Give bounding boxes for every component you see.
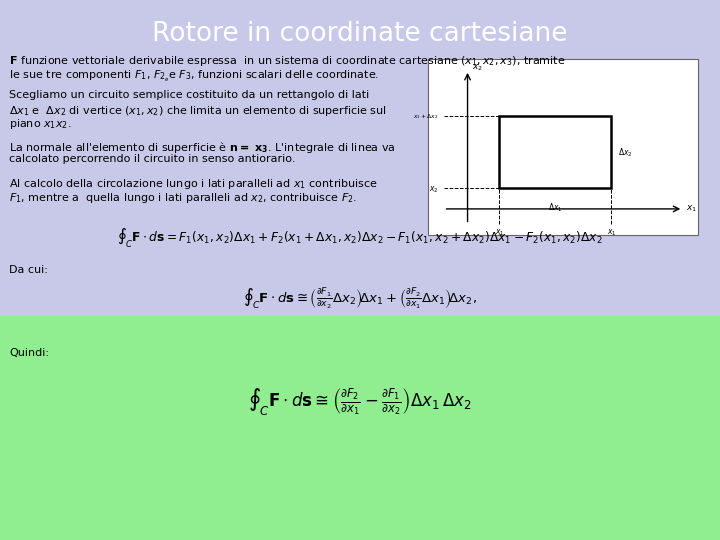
Text: $x_1$: $x_1$ [495,227,504,238]
Text: le sue tre componenti $F_1$, $F_{2_e}$e $F_3$, funzioni scalari delle coordinate: le sue tre componenti $F_1$, $F_{2_e}$e … [9,69,379,84]
Text: $\oint_C \mathbf{F} \cdot d\mathbf{s} = F_1(x_1,x_2)\Delta x_1 + F_2(x_1+\Delta : $\oint_C \mathbf{F} \cdot d\mathbf{s} = … [117,226,603,249]
Text: $x_2$: $x_2$ [429,184,438,194]
Text: $x_1$: $x_1$ [606,227,616,238]
Bar [0,0,720,316]
Text: calcolato percorrendo il circuito in senso antiorario.: calcolato percorrendo il circuito in sen… [9,154,296,164]
Bar [0,316,720,540]
Text: piano $x_1x_2$.: piano $x_1x_2$. [9,117,72,131]
Bar [428,59,698,235]
Text: Rotore in coordinate cartesiane: Rotore in coordinate cartesiane [152,21,568,46]
Text: Scegliamo un circuito semplice costituito da un rettangolo di lati: Scegliamo un circuito semplice costituit… [9,90,369,100]
Text: $x_1$: $x_1$ [686,204,698,214]
Text: $F_1$, mentre a  quella lungo i lati paralleli ad $x_2$, contribuisce $F_2$.: $F_1$, mentre a quella lungo i lati para… [9,191,358,205]
Text: $\oint_C \mathbf{F} \cdot d\mathbf{s} \cong \left(\frac{\partial F_2}{\partial x: $\oint_C \mathbf{F} \cdot d\mathbf{s} \c… [248,386,472,418]
Text: Quindi:: Quindi: [9,348,50,359]
Text: $\Delta x_2$: $\Delta x_2$ [618,146,632,159]
Text: $\Delta x_1$ e  $\Delta x_2$ di vertice $(x_1,x_2)$ che limita un elemento di su: $\Delta x_1$ e $\Delta x_2$ di vertice $… [9,104,387,118]
Bar [500,116,611,188]
Text: $x_2$: $x_2$ [472,63,483,73]
Text: $\mathbf{F}$ funzione vettoriale derivabile espressa  in un sistema di coordinat: $\mathbf{F}$ funzione vettoriale derivab… [9,54,566,68]
Text: $x_1+\Delta x_2$: $x_1+\Delta x_2$ [413,112,438,121]
Text: Da cui:: Da cui: [9,265,48,275]
Text: $\Delta x_1$: $\Delta x_1$ [548,202,563,214]
Text: Al calcolo della circolazione lungo i lati paralleli ad $x_1$ contribuisce: Al calcolo della circolazione lungo i la… [9,177,379,191]
Text: $\oint_C \mathbf{F} \cdot d\mathbf{s} \cong \left(\frac{\partial F_1}{\partial x: $\oint_C \mathbf{F} \cdot d\mathbf{s} \c… [243,287,477,312]
Text: La normale all'elemento di superficie è $\mathbf{n=\ x_3}$. L'integrale di linea: La normale all'elemento di superficie è … [9,140,396,156]
